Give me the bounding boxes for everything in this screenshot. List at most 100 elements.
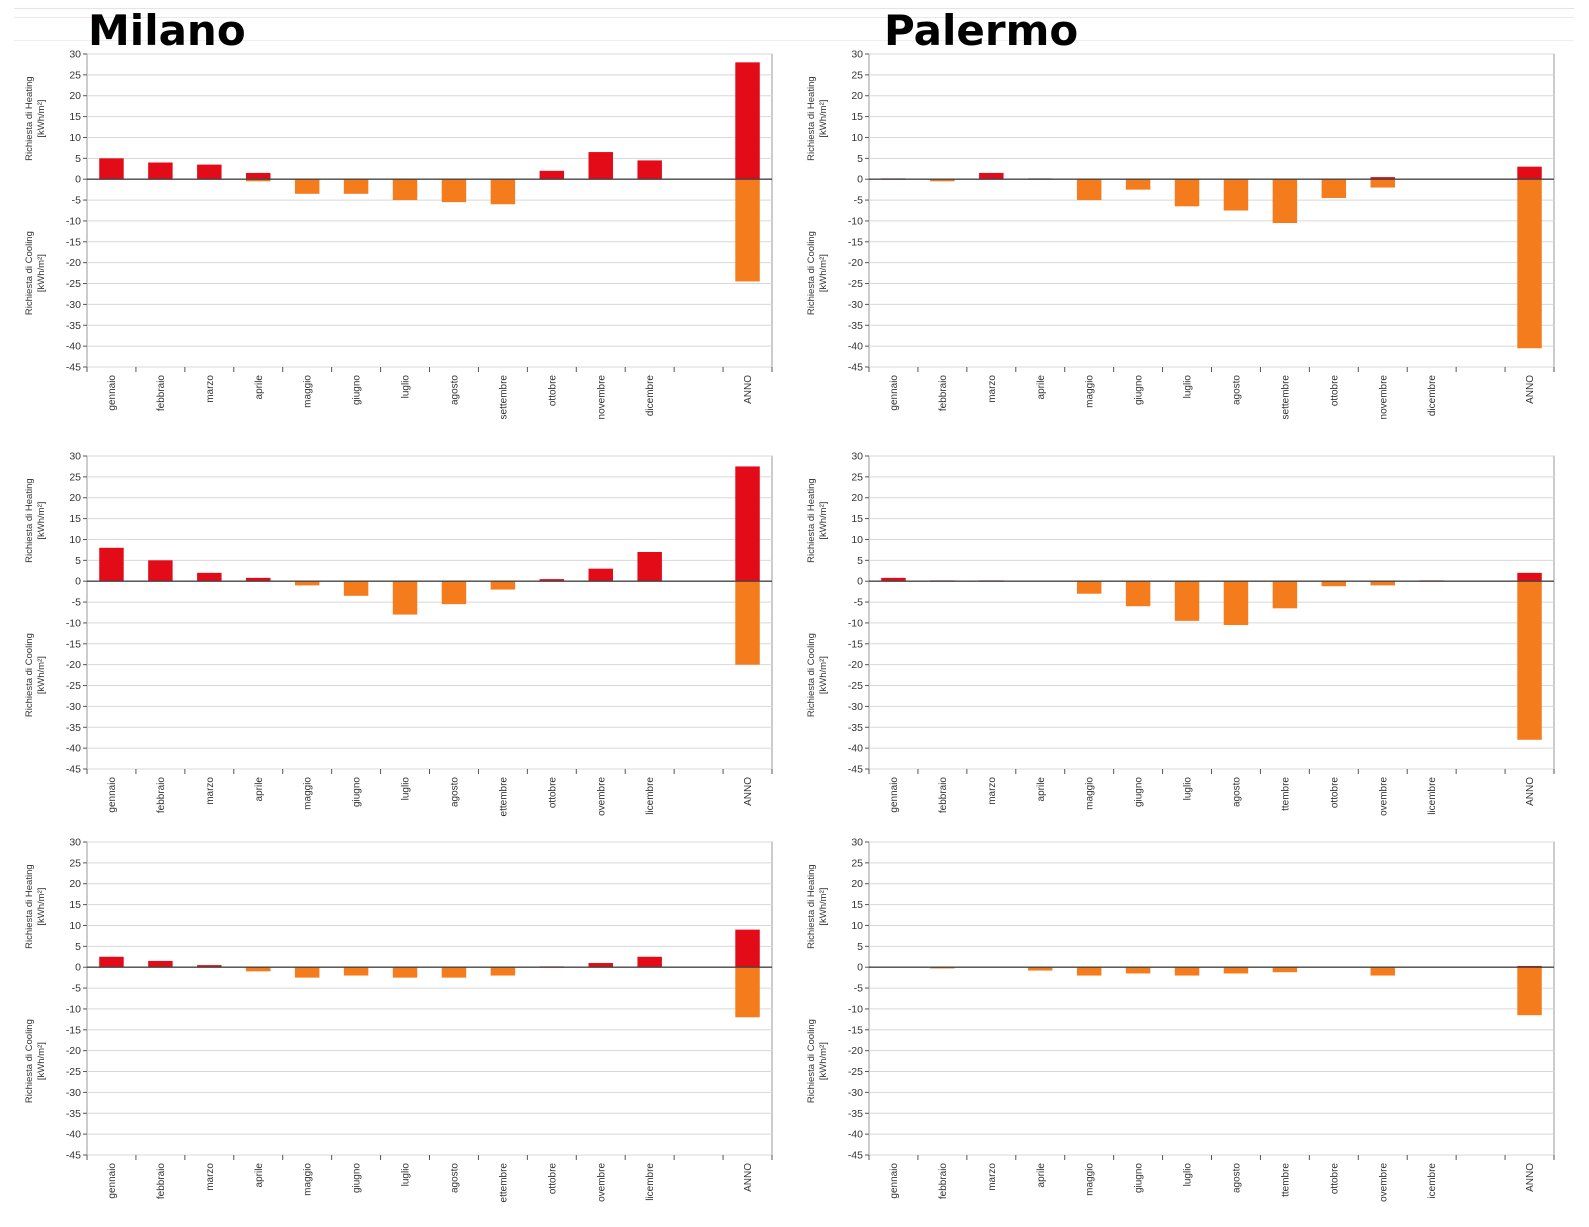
chart-palermo-row3: 30 25 20 15 10 5 0 -5 -10 -15 -20 -25 -30 -35 -40 -45 ge… xyxy=(792,828,1572,1220)
x-tick-label: settembre xyxy=(498,375,509,420)
heating-bar-gennaio xyxy=(99,547,124,582)
x-tick-label: icembre xyxy=(1427,1163,1438,1199)
x-tick-label: luglio xyxy=(401,777,412,801)
x-tick-label: ANNO xyxy=(743,1163,754,1192)
heating-bar-ottobre xyxy=(539,579,565,582)
y-tick-label: -20 xyxy=(66,1045,81,1057)
y-tick-label: 5 xyxy=(75,555,81,567)
x-tick-label: giugno xyxy=(352,375,363,405)
x-tick-label: ottobre xyxy=(547,375,558,407)
y-tick-label: -15 xyxy=(848,638,863,650)
y-axis-title-heating: [kWh/m²] xyxy=(818,502,829,540)
x-tick-label: ANNO xyxy=(743,777,754,806)
y-tick-label: 30 xyxy=(69,49,81,61)
cooling-bar-ottobre xyxy=(1321,581,1347,587)
cooling-bar-novembre xyxy=(1370,967,1395,976)
cooling-bar-settembre xyxy=(1272,179,1298,224)
heating-bar-aprile xyxy=(246,172,271,180)
cooling-bar-maggio xyxy=(1076,581,1102,594)
x-tick-label: gennaio xyxy=(889,777,900,813)
y-axis-title-heating: Richiesta di Heating xyxy=(24,478,35,562)
plot-area xyxy=(868,841,1555,1156)
x-tick-label: febbraio xyxy=(156,777,167,814)
heating-bar-ottobre xyxy=(539,170,565,180)
y-tick-label: 0 xyxy=(75,576,81,588)
x-tick-label: maggio xyxy=(1085,777,1096,810)
y-tick-label: -30 xyxy=(66,701,81,713)
cooling-bar-luglio xyxy=(1174,581,1200,621)
y-tick-label: -10 xyxy=(848,1003,863,1015)
y-tick-label: 0 xyxy=(857,174,863,186)
y-tick-label: 5 xyxy=(75,153,81,165)
y-axis-title-cooling: [kWh/m²] xyxy=(36,254,47,292)
y-axis-title-cooling: [kWh/m²] xyxy=(818,1042,829,1080)
cooling-bar-aprile xyxy=(246,967,271,972)
x-tick-label: aprile xyxy=(254,375,265,400)
x-tick-label: novembre xyxy=(596,375,607,420)
x-tick-label: marzo xyxy=(987,777,998,805)
y-axis-title-cooling: [kWh/m²] xyxy=(36,1042,47,1080)
y-axis-title-heating: [kWh/m²] xyxy=(36,502,47,540)
plot-area xyxy=(868,53,1555,368)
x-tick-label: ottobre xyxy=(547,1163,558,1195)
y-tick-label: -25 xyxy=(848,680,863,692)
y-tick-label: 0 xyxy=(75,962,81,974)
y-axis-title-cooling: Richiesta di Cooling xyxy=(24,1019,35,1103)
y-tick-label: -10 xyxy=(66,1003,81,1015)
cooling-bar-maggio xyxy=(1076,967,1102,976)
y-tick-label: 25 xyxy=(851,857,863,869)
x-tick-label: giugno xyxy=(1134,375,1145,405)
y-tick-label: 20 xyxy=(851,90,863,102)
heating-bar-novembre xyxy=(588,963,613,968)
y-tick-label: 30 xyxy=(69,837,81,849)
heating-bar-gennaio xyxy=(99,956,124,968)
x-tick-label: luglio xyxy=(1183,777,1194,801)
y-tick-label: 10 xyxy=(851,920,863,932)
y-tick-label: -35 xyxy=(66,722,81,734)
y-tick-label: -25 xyxy=(66,278,81,290)
x-tick-label: maggio xyxy=(303,1163,314,1196)
x-tick-label: aprile xyxy=(1036,375,1047,400)
cooling-bar-agosto xyxy=(441,179,467,203)
heating-bar-ANNO xyxy=(1517,166,1542,180)
y-tick-label: -35 xyxy=(66,320,81,332)
y-tick-label: 5 xyxy=(857,941,863,953)
y-axis-title-cooling: [kWh/m²] xyxy=(818,254,829,292)
x-tick-label: febbraio xyxy=(938,777,949,814)
heating-bar-ANNO xyxy=(735,62,760,180)
y-tick-label: -5 xyxy=(72,195,81,207)
heating-bar-novembre xyxy=(588,568,613,582)
heating-bar-dicembre xyxy=(637,160,662,180)
x-tick-label: ttembre xyxy=(1280,1163,1291,1197)
x-tick-label: giugno xyxy=(352,1163,363,1193)
y-tick-label: 25 xyxy=(851,471,863,483)
x-tick-label: aprile xyxy=(1036,777,1047,802)
y-tick-label: 5 xyxy=(857,555,863,567)
y-tick-label: 0 xyxy=(857,962,863,974)
cooling-bar-agosto xyxy=(1223,967,1249,974)
heating-bar-marzo xyxy=(197,965,222,968)
y-tick-label: -5 xyxy=(72,983,81,995)
y-axis-title-heating: Richiesta di Heating xyxy=(806,864,817,949)
x-tick-label: agosto xyxy=(449,1163,460,1193)
x-tick-label: aprile xyxy=(254,1163,265,1188)
x-tick-label: febbraio xyxy=(156,375,167,412)
y-tick-label: -30 xyxy=(848,1087,863,1099)
x-tick-label: licembre xyxy=(645,1163,656,1201)
x-tick-label: gennaio xyxy=(107,777,118,813)
cooling-bar-aprile xyxy=(1028,967,1053,971)
y-tick-label: 15 xyxy=(69,899,81,911)
x-tick-label: aprile xyxy=(1036,1163,1047,1188)
cooling-bar-maggio xyxy=(1076,179,1102,201)
x-tick-label: licembre xyxy=(1427,777,1438,815)
heating-bar-novembre xyxy=(1370,177,1395,180)
y-tick-label: 25 xyxy=(851,69,863,81)
cooling-bar-luglio xyxy=(392,179,418,201)
y-tick-label: 15 xyxy=(851,111,863,123)
x-tick-label: maggio xyxy=(1085,1163,1096,1196)
x-tick-label: ottobre xyxy=(547,777,558,809)
plot-area xyxy=(868,455,1555,770)
cooling-bar-settembre xyxy=(490,967,516,976)
cooling-bar-aprile xyxy=(246,179,271,182)
y-axis-title-cooling: Richiesta di Cooling xyxy=(806,231,817,315)
